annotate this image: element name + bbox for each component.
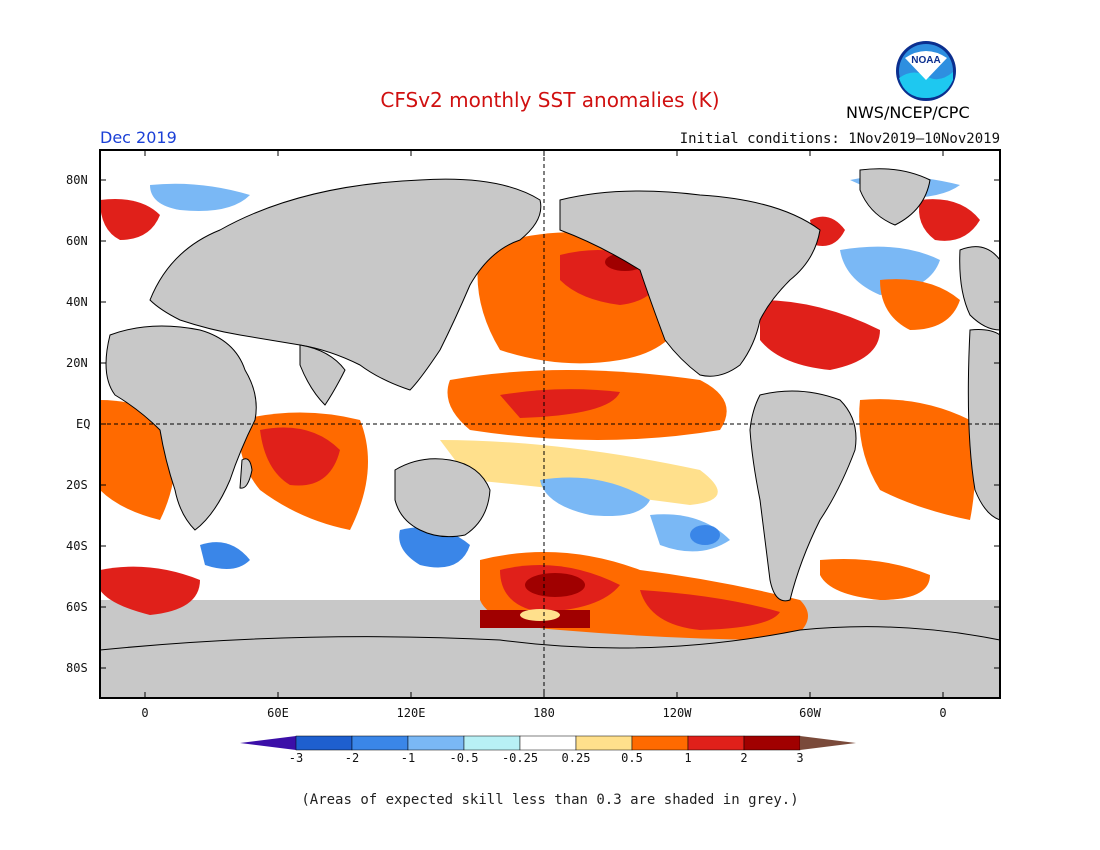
lat-label: 80S: [66, 661, 88, 675]
agency-label: NWS/NCEP/CPC: [846, 103, 970, 122]
chart-title: CFSv2 monthly SST anomalies (K): [380, 88, 720, 112]
lat-label: 20N: [66, 356, 88, 370]
lat-label: 60N: [66, 234, 88, 248]
colorbar-box: [631, 735, 689, 751]
colorbar-box: [463, 735, 521, 751]
lon-label: 180: [533, 706, 555, 720]
colorbar-label: 1: [684, 751, 692, 765]
forecast-month: Dec 2019: [100, 128, 177, 147]
lon-label: 60W: [799, 706, 821, 720]
colorbar-label: -2: [344, 751, 360, 765]
logo-lettering: NOAA: [911, 55, 940, 66]
colorbar-label: 3: [796, 751, 804, 765]
lon-label: 60E: [267, 706, 289, 720]
colorbar-label: 0.25: [561, 751, 591, 765]
lat-label: 20S: [66, 478, 88, 492]
lon-label: 0: [141, 706, 149, 720]
colorbar-label: -0.5: [449, 751, 479, 765]
footnote: (Areas of expected skill less than 0.3 a…: [301, 792, 799, 808]
colorbar-box: [575, 735, 633, 751]
colorbar-box: [519, 735, 577, 751]
axis-ticks: [100, 150, 1000, 698]
colorbar-cap-high: [800, 736, 856, 750]
lat-label: EQ: [76, 417, 91, 431]
colorbar-label: 2: [740, 751, 748, 765]
colorbar-box: [687, 735, 745, 751]
initial-conditions: Initial conditions: 1Nov2019—10Nov2019: [679, 131, 1000, 147]
lon-label: 120E: [396, 706, 426, 720]
colorbar-label: -0.25: [501, 751, 539, 765]
noaa-logo: NOAA: [896, 41, 956, 101]
colorbar-cap-low: [240, 736, 296, 750]
lat-label: 40N: [66, 295, 88, 309]
lat-label: 40S: [66, 539, 88, 553]
colorbar-box: [743, 735, 801, 751]
lat-label: 80N: [66, 173, 88, 187]
lon-label: 0: [939, 706, 947, 720]
colorbar-boxes: [240, 735, 856, 751]
land-masses: [100, 168, 1000, 698]
colorbar-box: [407, 735, 465, 751]
lat-label: 60S: [66, 600, 88, 614]
colorbar-box: [351, 735, 409, 751]
colorbar-label: -1: [400, 751, 416, 765]
colorbar-box: [295, 735, 353, 751]
anomaly-field: [100, 176, 1000, 660]
colorbar-label: 0.5: [621, 751, 643, 765]
colorbar-label: -3: [288, 751, 304, 765]
lon-label: 120W: [662, 706, 692, 720]
